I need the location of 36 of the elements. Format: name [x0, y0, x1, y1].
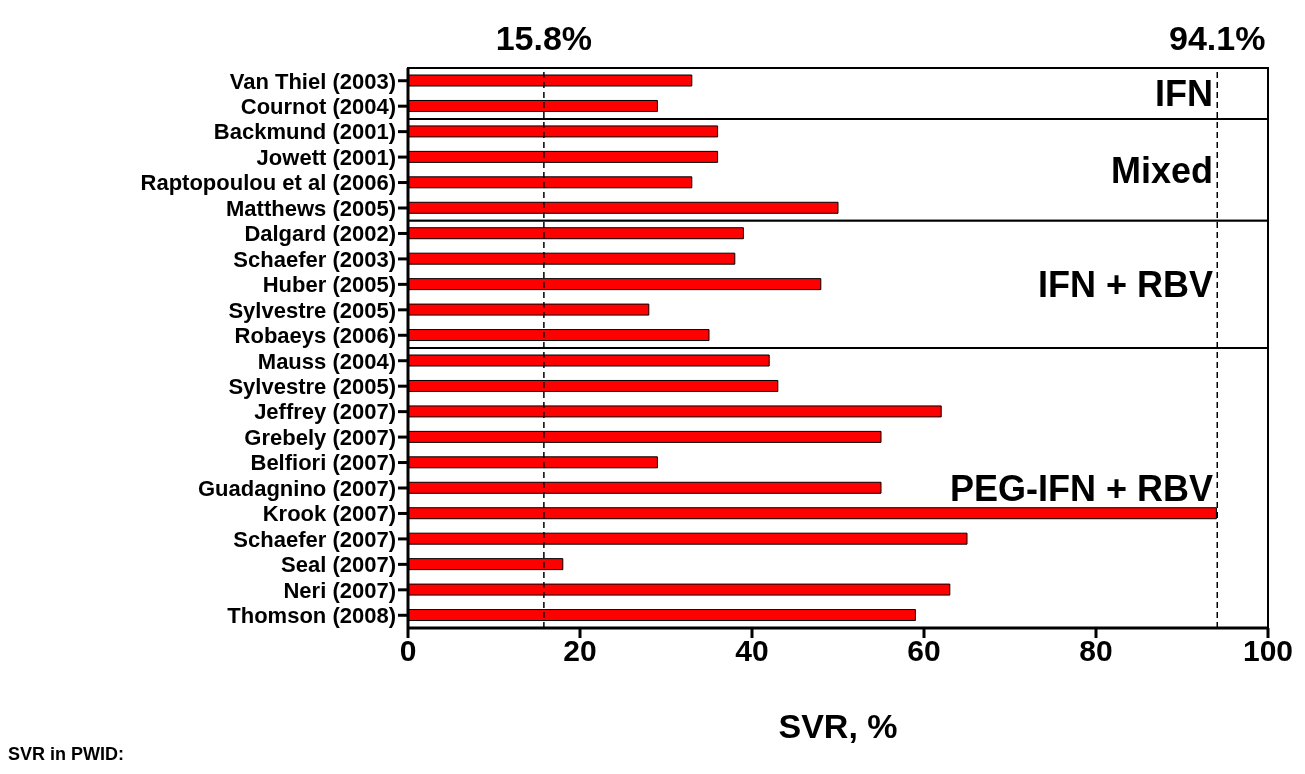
y-tick-label: Krook (2007) [262, 501, 396, 527]
x-axis-title: SVR, % [778, 707, 898, 745]
x-tick-label: 100 [1242, 634, 1294, 668]
y-tick-label: Schaefer (2007) [233, 526, 396, 552]
x-tick-label: 40 [735, 634, 769, 668]
band-label: Mixed [1110, 149, 1213, 191]
y-tick-label: Dalgard (2002) [244, 221, 396, 247]
y-tick-label: Grebely (2007) [244, 424, 396, 450]
x-tick-label: 60 [907, 634, 941, 668]
y-tick-label: Backmund (2001) [213, 119, 396, 145]
y-tick-label: Cournot (2004) [240, 93, 396, 119]
y-tick-label: Sylvestre (2005) [228, 297, 396, 323]
y-tick-label: Thomson (2008) [227, 603, 396, 629]
y-tick-label: Van Thiel (2003) [229, 68, 396, 94]
band-label: PEG-IFN + RBV [949, 467, 1213, 509]
y-tick-label: Huber (2005) [262, 272, 396, 298]
y-tick-label: Jowett (2001) [256, 144, 396, 170]
y-tick-label: Mauss (2004) [257, 348, 396, 374]
y-tick-label: Matthews (2005) [226, 195, 396, 221]
x-tick-label: 20 [563, 634, 597, 668]
text: SVR in PWID: [8, 744, 124, 765]
x-tick-label: 0 [399, 634, 417, 668]
band-label: IFN [1155, 73, 1213, 115]
y-tick-label: Guadagnino (2007) [197, 475, 396, 501]
y-tick-label: Robaeys (2006) [234, 323, 396, 349]
ref-line-label: 94.1% [1169, 19, 1266, 57]
y-tick-label: Seal (2007) [281, 552, 396, 578]
y-tick-label: Belfiori (2007) [250, 450, 396, 476]
ref-line-label: 15.8% [495, 19, 593, 57]
y-tick-label: Raptopoulou et al (2006) [140, 170, 396, 196]
y-tick-label: Neri (2007) [283, 577, 396, 603]
y-tick-label: Schaefer (2003) [233, 246, 396, 272]
x-tick-label: 80 [1079, 634, 1113, 668]
y-tick-label: Sylvestre (2005) [228, 373, 396, 399]
band-label: IFN + RBV [1037, 264, 1213, 306]
y-tick-label: Jeffrey (2007) [254, 399, 396, 425]
